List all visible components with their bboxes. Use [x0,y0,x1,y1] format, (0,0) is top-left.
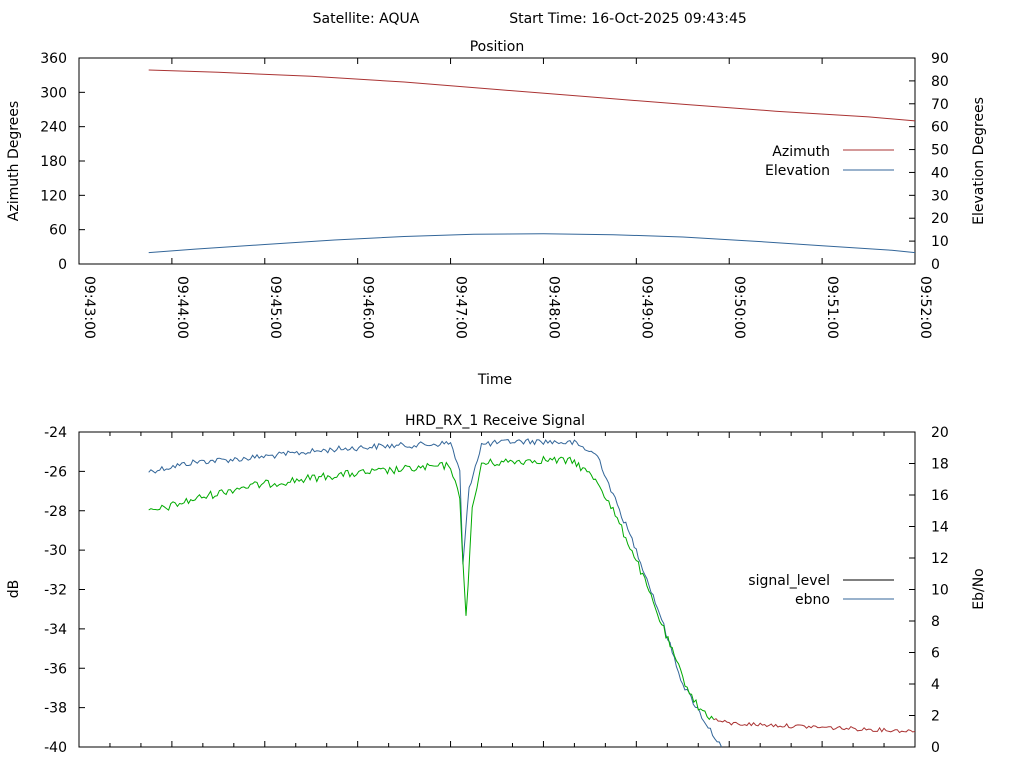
signal-axes: -40 -38 -36 -34 -32 -30 -28 -26 -24 0 2 4 6 8 10 12 14 16… [44,425,949,756]
signal-ytick-label: -24 [44,425,67,441]
position-xtick-label: 09:45:00 [267,276,283,339]
signal-series-line-level-red [713,718,916,734]
position-y2tick-label: 0 [931,257,940,273]
signal-y2tick-label: 10 [931,583,949,599]
position-ylabel: Azimuth Degrees [6,101,22,221]
signal-y2tick-label: 0 [931,740,940,756]
position-series [148,69,916,254]
position-ytick-label: 120 [40,188,67,204]
position-axes: 0 60 120 180 240 300 360 0 10 20 30 40 50 60 70 80 90 09:… [40,51,949,339]
position-ytick-label: 180 [40,154,67,170]
position-y2tick-label: 90 [931,51,949,67]
signal-y2tick-label: 8 [931,614,940,630]
signal-ytick-label: -30 [44,543,67,559]
position-plot-frame [78,57,916,265]
position-y2tick-label: 60 [931,120,949,136]
position-y2tick-label: 40 [931,165,949,181]
position-ytick-label: 240 [40,120,67,136]
signal-y2tick-label: 20 [931,425,949,441]
signal-ytick-label: -36 [44,661,67,677]
legend-azimuth-label: Azimuth [772,144,830,160]
signal-y2tick-label: 12 [931,551,949,567]
position-xtick-label: 09:48:00 [545,276,561,339]
signal-title: HRD_RX_1 Receive Signal [405,413,585,429]
signal-y2tick-label: 16 [931,488,949,504]
signal-ytick-label: -28 [44,504,67,520]
position-xtick-label: 09:50:00 [731,276,747,339]
position-series-line-azimuth [148,69,916,122]
position-ytick-label: 360 [40,51,67,67]
signal-y2tick-label: 14 [931,520,949,536]
signal-series-line-level-green [148,455,715,721]
signal-y2tick-label: 4 [931,677,940,693]
signal-ytick-label: -26 [44,464,67,480]
signal-ytick-label: -32 [44,583,67,599]
signal-y2label: Eb/No [971,568,987,610]
signal-plot-frame [78,431,916,748]
position-xtick-label: 09:46:00 [360,276,376,339]
position-xtick-label: 09:52:00 [917,276,933,339]
position-xtick-label: 09:49:00 [638,276,654,339]
position-xtick-label: 09:43:00 [81,276,97,339]
position-xlabel: Time [477,372,512,388]
legend-elevation-label: Elevation [765,163,830,179]
signal-ytick-label: -38 [44,701,67,717]
position-y2tick-label: 50 [931,143,949,159]
header-satellite: Satellite: AQUA [313,11,420,27]
position-y2tick-label: 70 [931,97,949,113]
signal-ytick-label: -34 [44,622,67,638]
signal-y2tick-label: 6 [931,646,940,662]
position-y2tick-label: 10 [931,234,949,250]
signal-series-line-ebno [148,438,722,748]
signal-series [148,438,916,748]
position-y2tick-label: 20 [931,211,949,227]
position-xtick-label: 09:51:00 [824,276,840,339]
signal-y2tick-label: 18 [931,457,949,473]
position-y2tick-label: 30 [931,188,949,204]
position-y2label: Elevation Degrees [971,97,987,225]
signal-ytick-label: -40 [44,740,67,756]
position-xtick-label: 09:47:00 [453,276,469,339]
position-title: Position [470,39,525,55]
position-ytick-label: 0 [58,257,67,273]
signal-y2tick-label: 2 [931,709,940,725]
position-ytick-label: 300 [40,85,67,101]
legend-signal-level-label: signal_level [748,573,830,589]
position-xtick-label: 09:44:00 [174,276,190,339]
signal-ylabel: dB [6,580,22,599]
header-start-time: Start Time: 16-Oct-2025 09:43:45 [509,11,747,27]
position-ytick-label: 60 [49,223,67,239]
legend-ebno-label: ebno [795,592,830,608]
position-series-line-elevation [148,233,916,254]
position-y2tick-label: 80 [931,74,949,90]
